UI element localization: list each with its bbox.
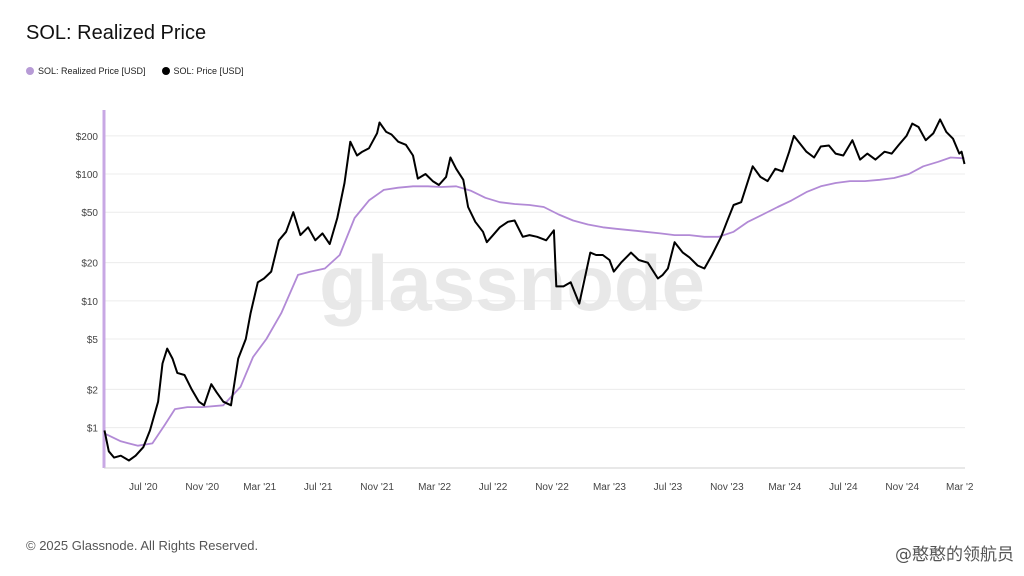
legend-label-realized-price: SOL: Realized Price [USD] <box>38 66 146 76</box>
chart-series <box>103 118 966 462</box>
legend-item-price[interactable]: SOL: Price [USD] <box>161 66 244 76</box>
y-tick-label: $10 <box>81 297 98 308</box>
y-tick-label: $5 <box>87 335 99 346</box>
x-tick-label: Jul '23 <box>654 482 683 493</box>
x-tick-label: Nov '22 <box>535 482 569 493</box>
x-tick-label: Jul '22 <box>479 482 508 493</box>
y-tick-label: $100 <box>76 170 99 181</box>
legend-swatch-price <box>161 67 170 75</box>
chart-title: SOL: Realized Price <box>26 22 207 44</box>
x-tick-label: Mar '23 <box>593 482 626 493</box>
y-tick-label: $50 <box>81 208 98 219</box>
y-tick-label: $2 <box>87 385 99 396</box>
legend-label-price: SOL: Price [USD] <box>173 66 244 76</box>
x-tick-label: Mar '21 <box>243 482 276 493</box>
x-tick-label: Mar '24 <box>768 482 801 493</box>
chart-legend: SOL: Realized Price [USD] SOL: Price [US… <box>26 66 244 76</box>
x-tick-label: Jul '24 <box>829 482 858 493</box>
legend-item-realized-price[interactable]: SOL: Realized Price [USD] <box>26 66 146 76</box>
realized-price-series-line <box>104 156 965 447</box>
y-tick-label: $200 <box>76 132 99 143</box>
y-tick-label: $1 <box>87 424 99 435</box>
y-axis-ticks: $1 $2 $5 $10 $20 $50 $100 $200 <box>76 132 99 435</box>
x-tick-label: Nov '24 <box>885 482 919 493</box>
legend-swatch-realized-price <box>26 67 34 75</box>
price-series-line <box>103 118 966 462</box>
chart-grid <box>104 135 965 429</box>
x-tick-label: Nov '21 <box>360 482 394 493</box>
x-tick-label: Nov '23 <box>710 482 744 493</box>
x-tick-label: Mar '2 <box>946 482 974 493</box>
x-tick-label: Nov '20 <box>185 482 219 493</box>
y-tick-label: $20 <box>81 259 98 270</box>
footer-copyright: © 2025 Glassnode. All Rights Reserved. <box>26 538 259 553</box>
x-tick-label: Mar '22 <box>418 482 451 493</box>
x-tick-label: Jul '20 <box>129 482 158 493</box>
corner-watermark: @憨憨的领航员 <box>895 545 1014 565</box>
x-tick-label: Jul '21 <box>304 482 333 493</box>
glassnode-watermark: glassnode <box>319 239 705 327</box>
x-axis-ticks: Jul '20 Nov '20 Mar '21 Jul '21 Nov '21 Mar '… <box>129 482 974 493</box>
